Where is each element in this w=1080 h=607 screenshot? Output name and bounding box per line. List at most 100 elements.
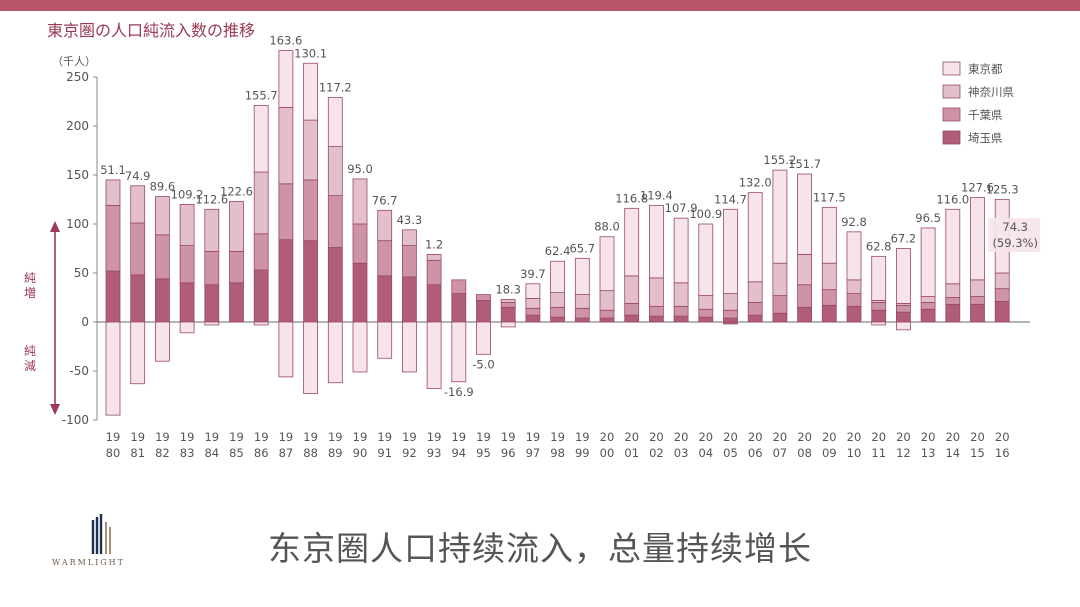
bar-total-label: 67.2 bbox=[891, 232, 917, 246]
bar-total-label: 62.8 bbox=[866, 239, 892, 253]
x-tick-label: 20 bbox=[674, 430, 689, 444]
x-tick-label: 20 bbox=[698, 430, 713, 444]
bar-segment-2006 bbox=[747, 192, 763, 283]
bar-segment-2005 bbox=[723, 208, 738, 294]
x-tick-label: 19 bbox=[451, 430, 466, 444]
bar-segment-1997 bbox=[525, 307, 541, 316]
x-tick-label: 04 bbox=[698, 446, 713, 460]
bar-segment-2010 bbox=[846, 293, 862, 307]
bar-segment-2008 bbox=[797, 284, 812, 308]
chart-bars bbox=[105, 50, 1010, 416]
bar-segment-2002 bbox=[649, 315, 664, 323]
bar-segment-1983 bbox=[179, 245, 195, 284]
bar-total-label: 88.0 bbox=[594, 220, 620, 234]
bar-total-label: 117.5 bbox=[813, 190, 846, 204]
bar-segment-2007 bbox=[772, 169, 788, 264]
bar-total-label: 95.0 bbox=[347, 162, 373, 176]
x-tick-label: 19 bbox=[279, 430, 294, 444]
bar-segment-negative-1988 bbox=[303, 321, 319, 394]
bar-segment-2012 bbox=[896, 304, 911, 313]
bar-segment-negative-1992 bbox=[401, 321, 417, 373]
arrow-down-icon bbox=[50, 404, 60, 415]
brand-name: WARMLIGHT bbox=[52, 558, 125, 567]
bar-segment-1984 bbox=[204, 208, 220, 252]
bar-segment-1982 bbox=[154, 196, 170, 236]
bar-segment-2014 bbox=[945, 297, 961, 305]
bar-segment-1999 bbox=[574, 294, 590, 309]
bar-segment-1994 bbox=[451, 293, 467, 323]
bar-segment-1988 bbox=[303, 62, 319, 121]
x-tick-label: 20 bbox=[871, 430, 886, 444]
bar-segment-2004 bbox=[698, 316, 714, 323]
bar-segment-negative-1994 bbox=[451, 321, 467, 383]
arrow-up-icon bbox=[50, 221, 60, 232]
bar-segment-1986 bbox=[253, 269, 269, 323]
x-tick-label: 89 bbox=[328, 446, 343, 460]
bar-segment-1996 bbox=[500, 301, 516, 308]
bar-segment-negative-1990 bbox=[352, 321, 368, 373]
bar-total-label: 51.1 bbox=[100, 163, 126, 177]
bar-segment-2016 bbox=[994, 272, 1010, 290]
bar-total-label: 155.7 bbox=[245, 88, 278, 102]
bar-segment-2003 bbox=[673, 217, 689, 284]
legend-label: 千葉県 bbox=[968, 108, 1003, 122]
x-tick-label: 19 bbox=[501, 430, 516, 444]
bar-segment-2005 bbox=[723, 293, 738, 311]
bar-segment-1997 bbox=[525, 314, 541, 323]
bar-segment-1981 bbox=[130, 274, 146, 323]
x-tick-label: 20 bbox=[921, 430, 936, 444]
y-axis-unit: （千人） bbox=[52, 55, 96, 68]
x-tick-label: 14 bbox=[945, 446, 960, 460]
bar-segment-1986 bbox=[253, 171, 269, 235]
bar-segment-2011 bbox=[871, 255, 887, 301]
legend-label: 東京都 bbox=[968, 62, 1003, 76]
chart-labels: -100-50050100150200250純増純減51.1198074.919… bbox=[24, 34, 1041, 460]
x-tick-label: 88 bbox=[303, 446, 318, 460]
bar-segment-2003 bbox=[673, 305, 689, 317]
bar-total-label: 65.7 bbox=[569, 241, 595, 255]
bar-segment-1999 bbox=[574, 307, 590, 319]
x-tick-label: 13 bbox=[921, 446, 936, 460]
bar-segment-2001 bbox=[624, 302, 640, 316]
bar-segment-2006 bbox=[747, 301, 763, 316]
bar-segment-1992 bbox=[401, 245, 417, 278]
x-tick-label: 03 bbox=[674, 446, 689, 460]
bar-total-label: 130.1 bbox=[294, 46, 327, 60]
bar-segment-negative-1983 bbox=[179, 321, 195, 334]
bar-total-label: 18.3 bbox=[495, 282, 521, 296]
bar-segment-1999 bbox=[574, 317, 590, 323]
bar-segment-1987 bbox=[278, 50, 294, 108]
bar-segment-negative-1995 bbox=[476, 321, 491, 355]
bar-segment-1991 bbox=[377, 275, 393, 323]
legend-label: 埼玉県 bbox=[968, 131, 1003, 145]
bar-segment-1993 bbox=[426, 284, 442, 323]
x-tick-label: 19 bbox=[476, 430, 491, 444]
x-tick-label: 00 bbox=[600, 446, 615, 460]
bar-segment-negative-1980 bbox=[105, 321, 121, 416]
bar-segment-1997 bbox=[525, 283, 541, 299]
top-banner bbox=[0, 0, 1080, 11]
y-tick-label: 150 bbox=[66, 168, 89, 182]
bar-segment-negative-1981 bbox=[130, 321, 146, 385]
bar-segment-1983 bbox=[179, 203, 195, 246]
bar-segment-negative-1986 bbox=[253, 321, 269, 326]
bar-segment-1980 bbox=[105, 270, 121, 323]
bar-segment-1983 bbox=[179, 282, 195, 323]
bar-segment-1989 bbox=[327, 97, 343, 147]
legend-swatch bbox=[942, 130, 961, 145]
side-label-increase: 増 bbox=[24, 286, 36, 300]
bar-segment-1990 bbox=[352, 223, 368, 264]
bar-segment-negative-2011 bbox=[871, 321, 887, 326]
bar-total-label: 92.8 bbox=[841, 215, 867, 229]
bar-segment-2010 bbox=[846, 231, 862, 281]
x-tick-label: 19 bbox=[130, 430, 145, 444]
bar-segment-1989 bbox=[327, 195, 343, 248]
bar-segment-2001 bbox=[624, 314, 640, 323]
bar-segment-1992 bbox=[401, 229, 417, 246]
bar-segment-2014 bbox=[945, 283, 961, 298]
bar-segment-2015 bbox=[970, 296, 985, 305]
x-tick-label: 20 bbox=[896, 430, 911, 444]
x-tick-label: 19 bbox=[180, 430, 195, 444]
bar-total-label: 74.9 bbox=[125, 169, 151, 183]
